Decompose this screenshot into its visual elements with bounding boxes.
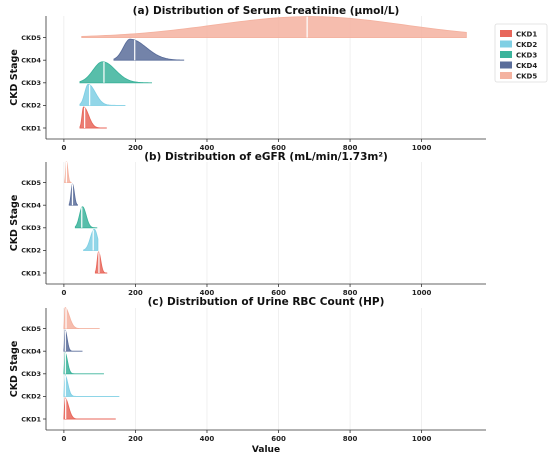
- y-tick-label: CKD2: [21, 247, 41, 255]
- x-tick-label: 600: [271, 435, 286, 443]
- legend-swatch-ckd1: [500, 30, 512, 37]
- y-axis-label: CKD Stage: [9, 341, 20, 398]
- panel-2: (b) Distribution of eGFR (mL/min/1.73m²)…: [9, 151, 486, 297]
- ridge-ckd5: [81, 16, 467, 39]
- legend-swatch-ckd3: [500, 51, 512, 58]
- y-tick-label: CKD1: [21, 415, 41, 423]
- x-tick-label: 800: [343, 289, 358, 297]
- x-tick-label: 200: [128, 289, 143, 297]
- ridge-ckd3: [74, 206, 98, 229]
- x-tick-label: 600: [271, 289, 286, 297]
- y-axis-label: CKD Stage: [9, 195, 20, 252]
- y-tick-label: CKD4: [21, 57, 41, 65]
- legend: CKD1 CKD2 CKD3 CKD4 CKD5: [494, 23, 548, 83]
- ridge-ckd3: [63, 352, 104, 375]
- y-tick-label: CKD2: [21, 102, 41, 110]
- x-tick-label: 400: [200, 144, 215, 152]
- x-axis-label: Value: [252, 445, 280, 455]
- y-axis-label: CKD Stage: [9, 49, 20, 106]
- ridge-ckd5: [63, 306, 100, 330]
- legend-label-ckd2: CKD2: [516, 41, 537, 49]
- legend-swatch-ckd5: [500, 72, 512, 79]
- x-tick-label: 200: [128, 144, 143, 152]
- legend-label-ckd4: CKD4: [516, 62, 537, 70]
- panel-title: (b) Distribution of eGFR (mL/min/1.73m²): [144, 151, 388, 163]
- ridge-ckd4: [63, 329, 83, 352]
- y-tick-label: CKD3: [21, 224, 41, 232]
- legend-label-ckd5: CKD5: [516, 72, 537, 80]
- x-tick-label: 400: [200, 289, 215, 297]
- y-tick-label: CKD1: [21, 269, 41, 277]
- y-tick-label: CKD4: [21, 348, 41, 356]
- ridge-ckd2: [79, 83, 126, 106]
- y-tick-label: CKD5: [21, 34, 41, 42]
- x-tick-label: 0: [61, 435, 66, 443]
- x-tick-label: 1000: [412, 289, 432, 297]
- ridge-ckd4: [113, 38, 185, 61]
- y-tick-label: CKD5: [21, 179, 41, 187]
- y-tick-label: CKD5: [21, 325, 41, 333]
- legend-swatch-ckd2: [500, 40, 512, 48]
- panel-title: (c) Distribution of Urine RBC Count (HP): [148, 296, 385, 308]
- legend-label-ckd3: CKD3: [516, 51, 537, 59]
- panel-title: (a) Distribution of Serum Creatinine (μm…: [133, 5, 400, 17]
- panel-3: (c) Distribution of Urine RBC Count (HP)…: [9, 296, 486, 455]
- ridge-ckd1: [79, 106, 107, 129]
- legend-label-ckd1: CKD1: [516, 30, 537, 38]
- ridge-ckd1: [94, 251, 108, 274]
- x-tick-label: 200: [128, 435, 143, 443]
- x-tick-label: 0: [61, 144, 66, 152]
- x-tick-label: 800: [343, 435, 358, 443]
- x-tick-label: 800: [343, 144, 358, 152]
- ridge-ckd5: [64, 161, 72, 184]
- y-tick-label: CKD2: [21, 393, 41, 401]
- panel-1: (a) Distribution of Serum Creatinine (μm…: [9, 5, 486, 152]
- x-tick-label: 1000: [412, 435, 432, 443]
- y-tick-label: CKD4: [21, 202, 41, 210]
- legend-swatch-ckd4: [500, 61, 512, 69]
- ridge-ckd4: [68, 183, 78, 206]
- x-tick-label: 400: [200, 435, 215, 443]
- y-tick-label: CKD3: [21, 79, 41, 87]
- figure-layer: (a) Distribution of Serum Creatinine (μm…: [9, 5, 548, 455]
- ridge-ckd1: [63, 397, 116, 420]
- ridge-ckd3: [79, 61, 152, 84]
- y-tick-label: CKD3: [21, 370, 41, 378]
- x-tick-label: 0: [61, 289, 66, 297]
- y-tick-label: CKD1: [21, 124, 41, 132]
- ridge-ckd2: [83, 228, 99, 251]
- x-tick-label: 600: [271, 144, 286, 152]
- x-tick-label: 1000: [412, 144, 432, 152]
- ridge-ckd2: [63, 374, 120, 397]
